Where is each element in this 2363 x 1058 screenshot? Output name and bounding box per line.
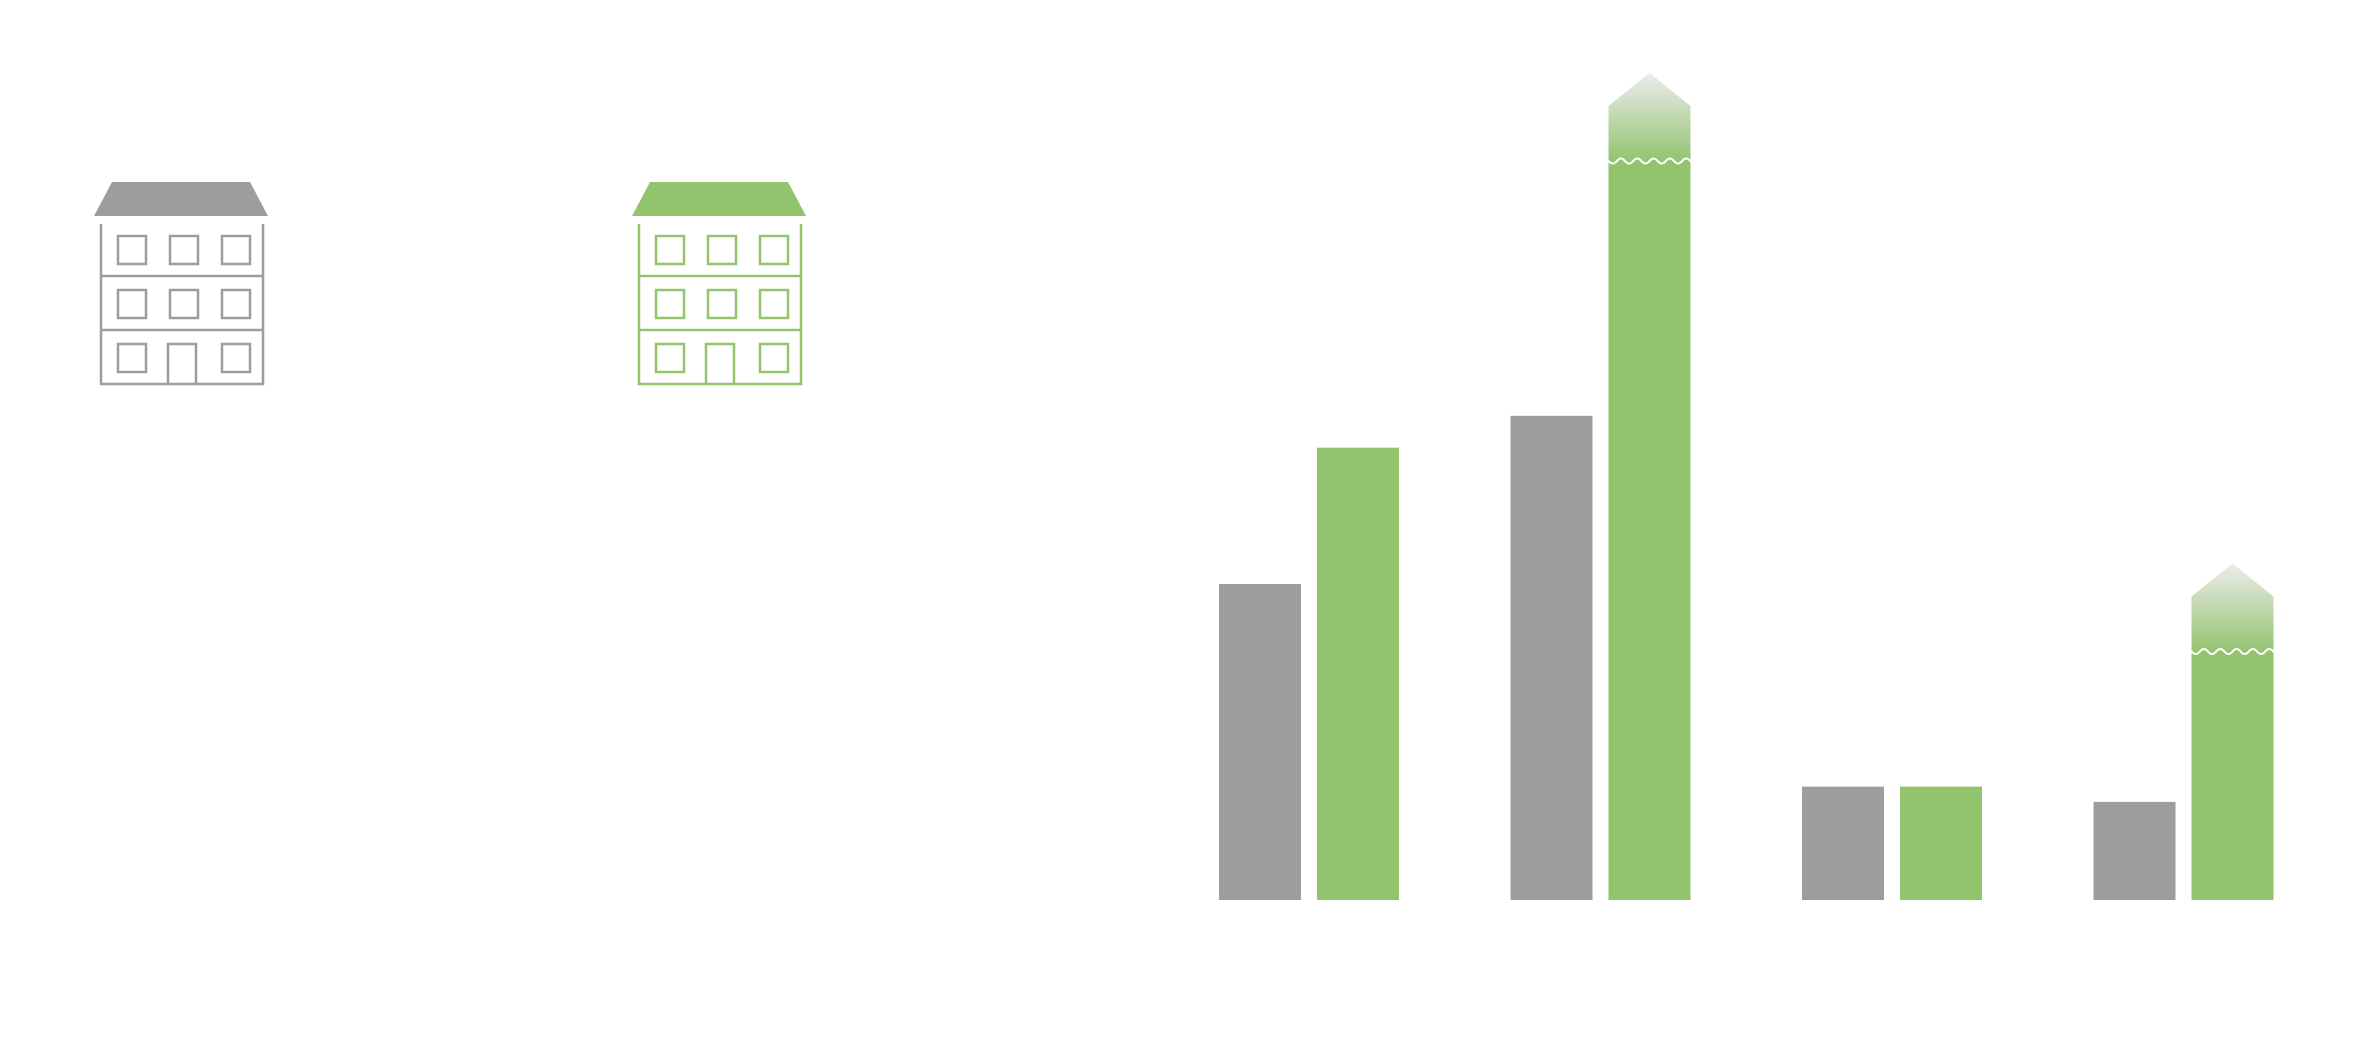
bar <box>2191 651 2274 900</box>
building-window <box>758 234 790 266</box>
axis-break-mark <box>2182 648 2283 656</box>
building-window <box>168 234 200 266</box>
bar <box>1510 415 1593 900</box>
axis-break-mark <box>1599 157 1700 165</box>
building-door <box>704 342 736 384</box>
building-window <box>116 288 148 320</box>
building-window <box>758 342 790 374</box>
building-window <box>654 288 686 320</box>
building-window <box>220 234 252 266</box>
bar <box>1317 447 1399 900</box>
bar <box>1608 160 1691 900</box>
bar <box>1219 584 1301 900</box>
building-icon <box>94 182 268 386</box>
bar-overflow-arrow <box>2191 563 2274 654</box>
building-window <box>220 342 252 374</box>
bar <box>1802 786 1884 900</box>
bar <box>2093 801 2176 900</box>
building-window <box>116 342 148 374</box>
building-roof <box>632 182 806 216</box>
bar-overflow-arrow <box>1608 72 1691 163</box>
building-door <box>166 342 198 384</box>
building-window <box>168 288 200 320</box>
bars-group <box>1219 72 2283 900</box>
building-body <box>637 224 803 386</box>
building-window <box>654 342 686 374</box>
building-body <box>99 224 265 386</box>
building-window <box>654 234 686 266</box>
building-window <box>706 234 738 266</box>
bar <box>1900 786 1982 900</box>
building-window <box>706 288 738 320</box>
building-window <box>758 288 790 320</box>
building-window <box>220 288 252 320</box>
building-window <box>116 234 148 266</box>
building-roof <box>94 182 268 216</box>
building-icon <box>632 182 806 386</box>
